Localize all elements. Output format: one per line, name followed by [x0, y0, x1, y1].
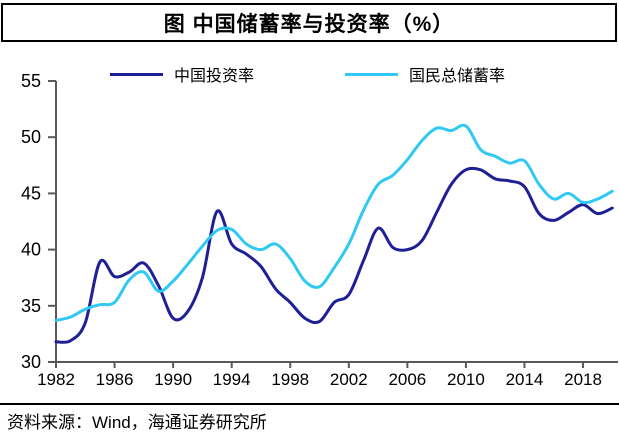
x-tick-label: 2014	[506, 370, 544, 389]
investment-line-swatch	[110, 72, 163, 76]
series-line-savings	[54, 123, 614, 322]
legend-item-investment: 中国投资率	[110, 64, 255, 85]
y-tick-label: 35	[21, 296, 41, 316]
y-tick-label: 40	[21, 240, 41, 260]
y-tick-label: 45	[21, 183, 41, 203]
footer-divider	[0, 403, 619, 405]
legend-item-savings: 国民总储蓄率	[345, 64, 506, 85]
line-chart-canvas: 30 35 40 45 50 55 1982 1986 1990 1994 1998 2002 2006…	[21, 71, 618, 389]
chart-title-box: 图 中国储蓄率与投资率（%）	[1, 3, 617, 42]
x-tick-label: 1986	[96, 370, 134, 389]
series-line-investment	[54, 166, 614, 344]
legend-label-savings: 国民总储蓄率	[409, 68, 506, 85]
y-tick-label: 30	[21, 352, 41, 372]
y-tick-label: 50	[21, 127, 41, 147]
chart-title: 图 中国储蓄率与投资率（%）	[163, 12, 455, 36]
x-tick-label: 2002	[330, 370, 368, 389]
x-tick-label: 1998	[271, 370, 309, 389]
x-tick-label: 1994	[213, 370, 251, 389]
source-note: 资料来源：Wind，海通证券研究所	[7, 413, 267, 432]
legend-label-investment: 中国投资率	[174, 68, 255, 85]
x-tick-label: 1982	[37, 370, 75, 389]
savings-line-swatch	[345, 72, 398, 76]
x-tick-label: 2018	[564, 370, 602, 389]
y-tick-label: 55	[21, 71, 41, 91]
x-tick-label: 1990	[154, 370, 192, 389]
x-tick-label: 2010	[447, 370, 485, 389]
x-tick-label: 2006	[388, 370, 426, 389]
